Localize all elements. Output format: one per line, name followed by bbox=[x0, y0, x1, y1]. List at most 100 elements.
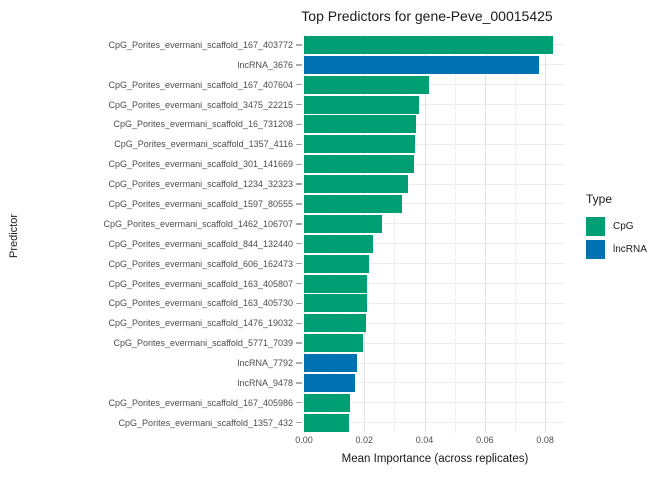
category-label: CpG_Porites_evermani_scaffold_163_405807 bbox=[108, 278, 293, 289]
category-label: CpG_Porites_evermani_scaffold_1476_19032 bbox=[108, 318, 293, 329]
y-gridline bbox=[304, 322, 565, 324]
y-gridline bbox=[304, 263, 565, 265]
legend-item-lncrna: lncRNA bbox=[586, 240, 647, 259]
y-gridline bbox=[304, 84, 565, 86]
bar-cpg bbox=[304, 234, 374, 253]
category-label: CpG_Porites_evermani_scaffold_3475_22215 bbox=[108, 99, 293, 110]
x-gridline bbox=[545, 35, 547, 433]
legend-item-cpg: CpG bbox=[586, 217, 647, 236]
y-gridline bbox=[304, 223, 565, 225]
y-axis-tick bbox=[296, 402, 302, 404]
bar-cpg bbox=[304, 274, 368, 293]
category-label: lncRNA_9478 bbox=[237, 377, 293, 388]
category-label: CpG_Porites_evermani_scaffold_163_405730 bbox=[108, 298, 293, 309]
x-gridline bbox=[454, 35, 456, 433]
bar-cpg bbox=[304, 115, 416, 134]
y-gridline bbox=[304, 382, 565, 384]
legend-swatch-cpg bbox=[586, 217, 605, 236]
y-gridline bbox=[304, 283, 565, 284]
legend: Type CpG lncRNA bbox=[586, 192, 647, 263]
y-axis-tick bbox=[296, 421, 302, 424]
category-label: lncRNA_3676 bbox=[237, 59, 293, 70]
x-gridline bbox=[394, 35, 396, 433]
x-gridline bbox=[364, 35, 366, 433]
legend-title: Type bbox=[586, 192, 613, 206]
bar-lncrna bbox=[304, 373, 355, 392]
y-gridline bbox=[304, 243, 565, 245]
bar-lncrna bbox=[304, 55, 540, 74]
category-label: CpG_Porites_evermani_scaffold_167_405986 bbox=[108, 397, 293, 408]
bar-cpg bbox=[304, 413, 349, 432]
y-gridline bbox=[304, 422, 565, 424]
y-axis-tick bbox=[296, 203, 302, 205]
y-axis-tick bbox=[296, 382, 302, 384]
y-axis-title: Predictor bbox=[8, 213, 20, 259]
x-tick-label: 0.02 bbox=[355, 435, 374, 445]
bar-cpg bbox=[304, 135, 415, 154]
y-axis-tick bbox=[296, 322, 302, 324]
category-label: CpG_Porites_evermani_scaffold_844_132440 bbox=[108, 238, 293, 249]
bar-cpg bbox=[304, 294, 368, 313]
category-label: CpG_Porites_evermani_scaffold_301_141669 bbox=[108, 159, 293, 170]
y-axis-tick bbox=[296, 84, 302, 86]
y-gridline bbox=[304, 143, 565, 145]
y-gridline bbox=[304, 123, 565, 125]
y-axis-tick bbox=[296, 183, 302, 185]
bar-cpg bbox=[304, 194, 402, 213]
y-axis-tick bbox=[296, 163, 302, 165]
category-label: lncRNA_7792 bbox=[237, 358, 293, 369]
bar-cpg bbox=[304, 214, 383, 233]
bar-cpg bbox=[304, 314, 367, 333]
y-gridline bbox=[304, 183, 565, 185]
x-gridline bbox=[334, 35, 336, 433]
x-tick-label: 0.08 bbox=[536, 435, 554, 445]
bar-cpg bbox=[304, 95, 419, 114]
x-gridline bbox=[304, 35, 305, 433]
bar-cpg bbox=[304, 75, 430, 94]
bar-cpg bbox=[304, 155, 414, 174]
y-gridline bbox=[304, 104, 565, 106]
y-axis-tick bbox=[296, 143, 302, 146]
category-label: CpG_Porites_evermani_scaffold_1462_10670… bbox=[103, 218, 293, 229]
category-label: CpG_Porites_evermani_scaffold_16_731208 bbox=[113, 119, 293, 130]
category-label: CpG_Porites_evermani_scaffold_5771_7039 bbox=[113, 338, 293, 349]
y-gridline bbox=[304, 402, 565, 404]
x-tick-label: 0.06 bbox=[476, 435, 494, 445]
bar-cpg bbox=[304, 393, 350, 412]
y-axis-tick bbox=[296, 282, 302, 285]
bar-cpg bbox=[304, 175, 408, 194]
bar-lncrna bbox=[304, 354, 357, 373]
category-label: CpG_Porites_evermani_scaffold_606_162473 bbox=[108, 258, 293, 269]
legend-swatch-lncrna bbox=[586, 240, 605, 259]
legend-label-cpg: CpG bbox=[613, 221, 634, 232]
y-axis-tick bbox=[296, 64, 302, 66]
y-gridline bbox=[304, 342, 565, 344]
y-gridline bbox=[304, 163, 565, 165]
x-tick-label: 0.04 bbox=[415, 435, 434, 445]
y-axis-tick bbox=[296, 103, 302, 106]
x-gridline bbox=[424, 35, 426, 433]
y-axis-tick bbox=[296, 123, 302, 126]
x-tick-label: 0.00 bbox=[295, 435, 313, 445]
category-label: CpG_Porites_evermani_scaffold_1234_32323 bbox=[108, 179, 293, 190]
y-axis-tick bbox=[296, 223, 302, 225]
y-axis-tick bbox=[296, 44, 302, 46]
y-axis-tick bbox=[296, 243, 302, 245]
bar-cpg bbox=[304, 254, 369, 273]
y-gridline bbox=[304, 362, 565, 364]
y-axis-tick bbox=[296, 342, 302, 344]
y-axis-tick bbox=[296, 362, 302, 364]
category-label: CpG_Porites_evermani_scaffold_167_403772 bbox=[108, 39, 293, 50]
chart-title: Top Predictors for gene-Peve_00015425 bbox=[301, 8, 553, 24]
bar-cpg bbox=[304, 35, 553, 54]
category-label: CpG_Porites_evermani_scaffold_167_407604 bbox=[108, 79, 293, 90]
legend-label-lncrna: lncRNA bbox=[613, 244, 647, 255]
y-axis-tick bbox=[296, 262, 302, 265]
y-gridline bbox=[304, 203, 565, 205]
category-label: CpG_Porites_evermani_scaffold_1597_80555 bbox=[108, 198, 293, 209]
category-label: CpG_Porites_evermani_scaffold_1357_4116 bbox=[114, 139, 293, 150]
y-axis-tick bbox=[296, 302, 302, 305]
bar-cpg bbox=[304, 334, 363, 353]
category-label: CpG_Porites_evermani_scaffold_1357_432 bbox=[118, 417, 293, 428]
